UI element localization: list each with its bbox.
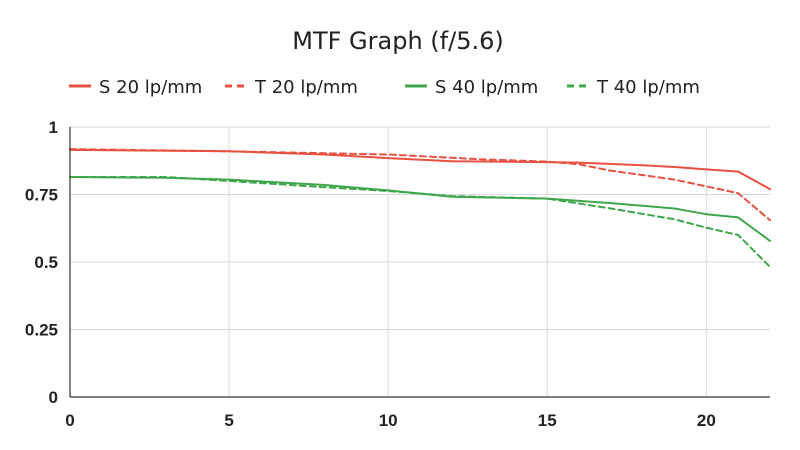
y-tick-label: 1 <box>49 118 58 137</box>
legend-item: S 40 lp/mm <box>405 77 538 98</box>
gridlines <box>70 126 770 397</box>
axes <box>69 127 770 398</box>
y-tick-label: 0 <box>49 388 58 407</box>
legend-label: T 40 lp/mm <box>596 77 700 98</box>
x-tick-label: 0 <box>65 411 74 430</box>
series-lines <box>69 148 771 268</box>
legend-item: T 40 lp/mm <box>567 77 700 98</box>
legend-item: S 20 lp/mm <box>69 77 202 98</box>
chart-title: MTF Graph (f/5.6) <box>292 27 503 55</box>
legend: S 20 lp/mm T 20 lp/mm S 40 lp/mm T 40 lp/mm <box>69 77 700 98</box>
y-tick-label: 0.5 <box>34 253 58 272</box>
x-tick-label: 15 <box>538 411 557 430</box>
x-tick-label: 10 <box>379 411 398 430</box>
legend-label: S 40 lp/mm <box>435 77 538 98</box>
x-tick-label: 5 <box>224 411 233 430</box>
x-tick-label: 20 <box>697 411 716 430</box>
series-line-s-40-lp-mm <box>69 176 771 242</box>
y-tick-label: 0.75 <box>25 186 58 205</box>
legend-item: T 20 lp/mm <box>225 77 358 98</box>
legend-label: T 20 lp/mm <box>254 77 358 98</box>
series-line-t-20-lp-mm <box>69 148 771 222</box>
series-line-t-40-lp-mm <box>69 176 771 268</box>
y-tick-label: 0.25 <box>25 321 58 340</box>
legend-label: S 20 lp/mm <box>99 77 202 98</box>
